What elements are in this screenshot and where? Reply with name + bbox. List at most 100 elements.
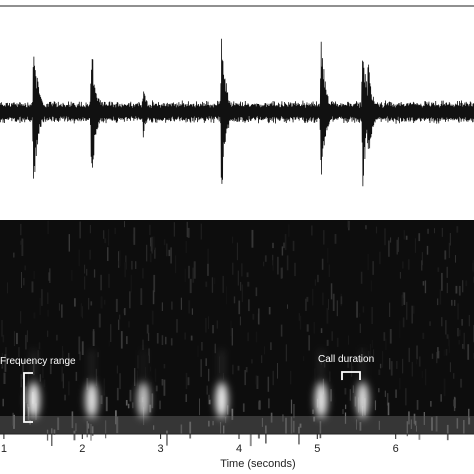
spectrogram-noise-mark: [219, 356, 221, 373]
spectrogram-noise-mark: [132, 402, 134, 409]
spectrogram-noise-mark: [257, 313, 259, 324]
spectrogram-noise-mark: [175, 255, 177, 274]
spectrogram-noise-mark: [142, 268, 144, 279]
spectrogram-noise-mark: [411, 305, 413, 324]
spectrogram-noise-mark: [1, 352, 4, 360]
spectrogram-noise-mark: [100, 395, 103, 404]
spectrogram-noise-mark: [268, 398, 270, 409]
spectrogram-noise-mark: [248, 299, 250, 312]
spectrogram-noise-mark: [153, 236, 155, 250]
spectrogram-noise-mark: [173, 222, 175, 237]
spectrogram-noise-mark: [441, 227, 443, 237]
spectrogram-noise-mark: [288, 224, 290, 237]
spectrogram-call-streak-5: [319, 350, 323, 420]
spectrogram-noise-mark: [226, 286, 228, 305]
spectrogram-noise-mark: [454, 397, 456, 409]
x-tick-label: 3: [158, 443, 164, 455]
spectrogram-noise-mark: [206, 385, 208, 395]
spectrogram-noise-mark: [384, 228, 386, 246]
spectrogram-noise-mark: [118, 251, 120, 268]
spectrogram-noise-mark: [155, 385, 158, 392]
spectrogram-noise-mark: [347, 361, 349, 368]
spectrogram-noise-mark: [448, 242, 450, 258]
spectrogram-noise-mark: [5, 347, 7, 355]
spectrogram-noise-mark: [124, 221, 125, 228]
spectrogram-noise-mark: [68, 381, 70, 396]
spectrogram-call-streak-4: [220, 350, 224, 420]
spectrogram-noise-mark: [425, 368, 427, 386]
spectrogram-noise-mark: [257, 433, 260, 439]
spectrogram-noise-mark: [149, 404, 152, 413]
spectrogram-noise-mark: [208, 394, 210, 400]
spectrogram-noise-mark: [74, 298, 76, 307]
spectrogram-noise-mark: [359, 323, 361, 333]
spectrogram-noise-mark: [446, 282, 448, 294]
spectrogram-noise-mark: [23, 277, 25, 286]
spectrogram-noise-mark: [211, 277, 214, 293]
waveform-panel: [0, 5, 474, 218]
spectrogram-noise-mark: [418, 356, 421, 367]
spectrogram-noise-mark: [84, 276, 86, 290]
spectrogram-noise-mark: [21, 238, 24, 256]
spectrogram-noise-mark: [20, 311, 22, 324]
spectrogram-noise-mark: [33, 312, 36, 319]
spectrogram-noise-mark: [27, 406, 30, 421]
spectrogram-noise-mark: [140, 288, 143, 305]
spectrogram-noise-mark: [190, 335, 193, 341]
spectrogram-noise-mark: [399, 272, 401, 279]
spectrogram-noise-mark: [56, 334, 58, 341]
spectrogram-noise-mark: [124, 308, 126, 316]
spectrogram-noise-mark: [25, 334, 27, 350]
spectrogram-noise-mark: [58, 303, 60, 311]
spectrogram-noise-mark: [336, 337, 339, 347]
spectrogram-call-streak-3: [141, 350, 145, 420]
spectrogram-noise-mark: [84, 264, 86, 274]
spectrogram-noise-mark: [448, 339, 450, 353]
spectrogram-noise-mark: [407, 259, 410, 270]
spectrogram-noise-mark: [369, 343, 371, 361]
spectrogram-noise-mark: [418, 233, 421, 242]
spectrogram-noise-mark: [264, 255, 267, 262]
spectrogram-noise-mark: [73, 430, 76, 441]
spectrogram-low-frequency-band: [0, 416, 474, 434]
spectrogram-noise-mark: [232, 236, 234, 244]
spectrogram-call-streak-1: [32, 350, 36, 420]
spectrogram-noise-mark: [424, 280, 427, 294]
spectrogram-noise-mark: [467, 344, 470, 360]
spectrogram-noise-mark: [197, 345, 199, 358]
spectrogram-noise-mark: [414, 238, 416, 253]
spectrogram-noise-mark: [133, 227, 136, 245]
spectrogram-noise-mark: [80, 303, 82, 317]
spectrogram-noise-mark: [20, 240, 23, 245]
spectrogram-noise-mark: [308, 335, 310, 351]
spectrogram-noise-mark: [458, 285, 461, 296]
spectrogram-noise-mark: [129, 389, 132, 402]
spectrogram-noise-mark: [373, 349, 375, 362]
spectrogram-call-streak-6: [361, 350, 365, 420]
spectrogram-noise-mark: [255, 331, 258, 343]
spectrogram-noise-mark: [124, 262, 126, 278]
spectrogram-noise-mark: [294, 262, 296, 277]
spectrogram-noise-mark: [395, 389, 397, 398]
spectrogram-noise-mark: [137, 355, 139, 369]
spectrogram-noise-mark: [90, 301, 93, 306]
spectrogram-noise-mark: [460, 378, 463, 388]
spectrogram-noise-mark: [1, 320, 3, 337]
spectrogram-noise-mark: [457, 303, 459, 320]
spectrogram-noise-mark: [199, 398, 200, 416]
spectrogram-noise-mark: [472, 259, 474, 273]
spectrogram-noise-mark: [427, 228, 429, 234]
spectrogram-noise-mark: [236, 242, 238, 261]
x-axis-ticks: 1 2 3 4 5 6: [1, 434, 399, 455]
spectrogram-noise-mark: [95, 368, 97, 386]
spectrogram-noise-mark: [214, 343, 216, 354]
spectrogram-noise-mark: [184, 268, 186, 282]
spectrogram-noise-mark: [78, 336, 81, 355]
spectrogram-noise-mark: [277, 256, 279, 275]
spectrogram-noise-mark: [458, 340, 460, 345]
spectrogram-noise-mark: [151, 393, 154, 409]
spectrogram-noise: [0, 220, 474, 447]
spectrogram-noise-mark: [38, 342, 41, 350]
spectrogram-noise-mark: [148, 348, 150, 356]
spectrogram-noise-mark: [188, 300, 191, 314]
